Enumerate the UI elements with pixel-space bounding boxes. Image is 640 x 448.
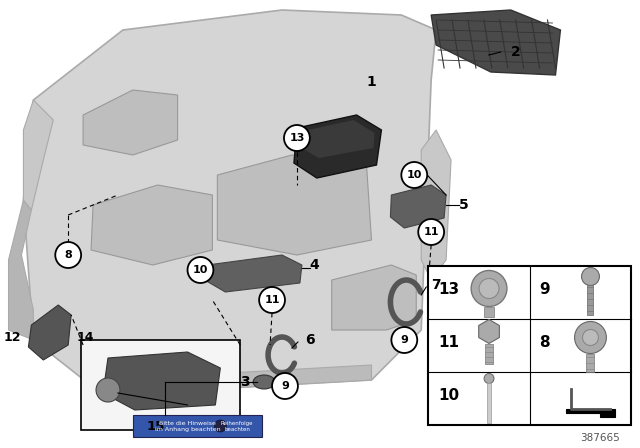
Text: im Anhang beachten: im Anhang beachten — [155, 426, 220, 431]
Circle shape — [582, 329, 598, 345]
Text: 12: 12 — [4, 331, 22, 344]
Text: 15: 15 — [147, 419, 164, 432]
Bar — [485, 344, 493, 363]
Text: 10: 10 — [406, 170, 422, 180]
Text: 6: 6 — [305, 333, 314, 347]
Polygon shape — [566, 409, 615, 417]
Circle shape — [582, 267, 600, 285]
Circle shape — [272, 373, 298, 399]
Text: 11: 11 — [438, 336, 459, 350]
Circle shape — [392, 327, 417, 353]
Polygon shape — [294, 115, 381, 178]
Polygon shape — [91, 185, 212, 265]
Text: 5: 5 — [459, 198, 468, 212]
Circle shape — [259, 287, 285, 313]
Polygon shape — [332, 265, 416, 330]
Polygon shape — [431, 10, 561, 75]
Circle shape — [479, 279, 499, 298]
Text: 8: 8 — [64, 250, 72, 260]
Text: 387665: 387665 — [580, 433, 620, 443]
Polygon shape — [103, 352, 220, 410]
Polygon shape — [390, 185, 446, 228]
Text: 14: 14 — [76, 331, 93, 344]
Polygon shape — [421, 130, 451, 280]
Polygon shape — [24, 10, 436, 395]
Text: 3: 3 — [241, 375, 250, 389]
Polygon shape — [83, 90, 177, 155]
Text: 9: 9 — [401, 335, 408, 345]
Circle shape — [484, 374, 494, 383]
Text: 10: 10 — [193, 265, 208, 275]
Circle shape — [55, 242, 81, 268]
Text: Reihenfolge: Reihenfolge — [221, 421, 253, 426]
Ellipse shape — [253, 375, 275, 389]
Circle shape — [188, 257, 213, 283]
Bar — [428, 266, 631, 425]
Polygon shape — [479, 319, 499, 344]
Text: 9: 9 — [540, 282, 550, 297]
Polygon shape — [298, 120, 374, 158]
Text: 13: 13 — [289, 133, 305, 143]
Polygon shape — [218, 155, 371, 255]
Circle shape — [401, 162, 427, 188]
Text: 7: 7 — [431, 278, 441, 292]
Text: 4: 4 — [310, 258, 319, 272]
Text: 1: 1 — [367, 75, 376, 89]
Text: 13: 13 — [438, 282, 460, 297]
Circle shape — [214, 420, 227, 432]
Text: beachten: beachten — [224, 426, 250, 431]
Bar — [487, 383, 491, 422]
Bar — [588, 284, 593, 314]
Text: 9: 9 — [281, 381, 289, 391]
Bar — [484, 306, 494, 316]
Polygon shape — [8, 200, 33, 340]
Polygon shape — [103, 365, 371, 395]
Polygon shape — [24, 100, 53, 210]
Polygon shape — [28, 305, 71, 360]
Text: 11: 11 — [424, 227, 439, 237]
Text: 8: 8 — [540, 336, 550, 350]
Circle shape — [96, 378, 120, 402]
Circle shape — [575, 322, 606, 353]
Circle shape — [418, 219, 444, 245]
Text: 2: 2 — [511, 45, 520, 59]
Polygon shape — [207, 255, 302, 292]
Text: 11: 11 — [264, 295, 280, 305]
Bar — [81, 340, 240, 430]
Bar — [586, 353, 595, 371]
Text: 10: 10 — [438, 388, 460, 403]
Bar — [133, 415, 262, 437]
Text: Bitte die Hinweise: Bitte die Hinweise — [159, 421, 216, 426]
Circle shape — [284, 125, 310, 151]
Circle shape — [471, 271, 507, 306]
